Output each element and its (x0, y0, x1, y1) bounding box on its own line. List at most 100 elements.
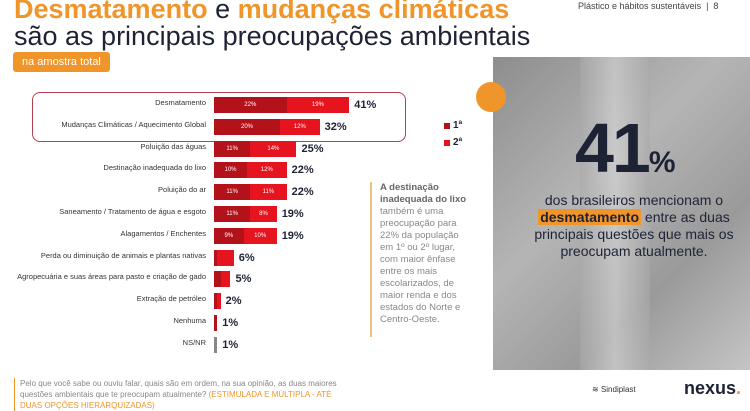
chart-row: Saneamento / Tratamento de água e esgoto… (0, 206, 470, 222)
note-text: também é uma preocupação para 22% da pop… (380, 206, 461, 325)
bar-total-label: 2% (225, 295, 242, 308)
title-keyword-2: mudanças climáticas (237, 0, 510, 24)
bar-segment-first: 9% (214, 227, 244, 244)
bar-segment-second: 10% (243, 227, 277, 244)
stacked-bar: 6% (214, 249, 255, 266)
bar-total-label: 22% (291, 186, 314, 199)
orange-circle-decoration (476, 82, 506, 112)
chart-row: Perda ou diminuição de animais e plantas… (0, 249, 470, 266)
row-label: Agropecuária e suas áreas para pasto e c… (17, 272, 206, 282)
bar-total-label: 5% (235, 273, 252, 286)
stacked-bar: 5% (214, 271, 252, 288)
bar-segment-first: 11% (214, 206, 251, 222)
stacked-bar: 11% 8% 19% (214, 206, 304, 222)
chart-row: Nenhuma 1% (0, 315, 470, 331)
highlight-stat: 41% (575, 108, 676, 188)
stat-unit: % (648, 146, 676, 179)
row-label: Saneamento / Tratamento de água e esgoto (59, 207, 206, 216)
title-keyword-1: Desmatamento (14, 0, 208, 24)
highlight-text-2: entre as duas principais questões que ma… (534, 209, 734, 259)
stacked-bar: 1% (214, 315, 238, 331)
bar-segment-second: 8% (250, 206, 277, 222)
bar-segment-first: 22% (214, 97, 287, 113)
legend-swatch-first (444, 122, 450, 129)
stacked-bar: 11% 11% 22% (214, 184, 314, 201)
row-label: Extração de petróleo (136, 294, 206, 304)
row-label: Alagamentos / Enchentes (120, 228, 206, 238)
bar-segment-second: 14% (250, 140, 297, 157)
highlight-text-1: dos brasileiros mencionam o (544, 192, 724, 208)
row-label: Desmatamento (155, 98, 206, 107)
chart-row: Extração de petróleo 2% (0, 293, 470, 310)
row-label: Poluição das águas (140, 141, 206, 151)
question-text: Pelo que você sabe ou ouviu falar, quais… (20, 379, 337, 399)
bar-segment-second: 12% (247, 162, 287, 179)
nexus-logo: nexus. (684, 378, 742, 398)
sindiplast-logo: ≋ Sindiplast (592, 385, 636, 394)
row-label: Nenhuma (173, 316, 206, 325)
bar-total-label: 19% (281, 229, 304, 242)
bar-total-label: 22% (291, 164, 314, 177)
question-footer: Pelo que você sabe ou ouviu falar, quais… (14, 378, 344, 411)
bar-total-label: 19% (281, 208, 304, 220)
bar-segment-first: 11% (214, 184, 251, 201)
bar-segment-second: 11% (250, 184, 287, 201)
chart-row: Poluição das águas 11% 14% 25% (0, 140, 470, 157)
bar-segment-second: 12% (280, 118, 320, 135)
legend-swatch-second (444, 139, 450, 146)
chart-row: Poluição do ar 11% 11% 22% (0, 184, 470, 201)
chart-row: Alagamentos / Enchentes 9% 10% 19% (0, 227, 470, 244)
bar-segment-first: 11% (214, 140, 251, 157)
title-line1: Desmatamento e mudanças climáticas (14, 0, 509, 25)
bar-total-label: 25% (301, 142, 324, 155)
stacked-bar: 11% 14% 25% (214, 140, 324, 157)
stacked-bar: 20% 12% 32% (214, 118, 347, 135)
chart-row: Destinação inadequada do lixo 10% 12% 22% (0, 162, 470, 179)
title-and: e (207, 0, 238, 24)
row-label: Destinação inadequada do lixo (103, 163, 206, 173)
row-label: Poluição do ar (158, 185, 206, 195)
chart-row: NS/NR 1% (0, 336, 470, 353)
bar-segment-first (214, 249, 218, 266)
highlight-text: dos brasileiros mencionam o desmatamento… (520, 192, 748, 260)
stacked-bar: 1% (214, 336, 239, 353)
bar-segment-first (214, 271, 221, 288)
highlight-keyword: desmatamento (538, 209, 642, 225)
sindiplast-logo-text: Sindiplast (600, 385, 636, 394)
nexus-logo-text: nexus (684, 378, 737, 398)
bar-total-label: 32% (324, 120, 347, 133)
section-label: Plástico e hábitos sustentáveis | 8 (578, 1, 719, 11)
bar-segment-first: 20% (214, 118, 280, 135)
legend-label-second: 2ª (453, 137, 463, 148)
bar-total-label: 1% (222, 338, 239, 351)
legend: 1ª 2ª (444, 120, 462, 154)
bar-segment-second (217, 249, 234, 266)
bar-segment-second (220, 271, 231, 288)
sample-badge: na amostra total (13, 52, 110, 72)
legend-second: 2ª (444, 137, 462, 148)
stacked-bar: 22% 19% 41% (214, 97, 376, 113)
bar-segment-second: 19% (286, 97, 350, 113)
bar-segment-first (214, 293, 218, 310)
chart-row: Desmatamento 22% 19% 41% (0, 97, 470, 113)
row-label: Mudanças Climáticas / Aquecimento Global (61, 119, 206, 129)
page-subtitle: são as principais preocupações ambientai… (14, 21, 531, 51)
stacked-bar: 2% (214, 293, 242, 310)
legend-first: 1ª (444, 120, 462, 131)
insight-note: A destinação inadequada do lixo também é… (370, 182, 470, 337)
bar-segment-second (217, 293, 221, 310)
bar-total-label: 1% (222, 317, 239, 329)
stacked-bar: 10% 12% 22% (214, 162, 314, 179)
legend-label-first: 1ª (453, 120, 463, 131)
note-bold: A destinação inadequada do lixo (380, 182, 467, 205)
chart-row: Mudanças Climáticas / Aquecimento Global… (0, 118, 470, 135)
stacked-bar: 9% 10% 19% (214, 227, 304, 244)
bar-total-label: 41% (354, 99, 377, 111)
bar-segment-first (214, 315, 218, 331)
row-label: Perda ou diminuição de animais e plantas… (40, 250, 206, 260)
bar-total-label: 6% (238, 251, 255, 264)
bar-segment-first (214, 336, 218, 353)
chart-row: Agropecuária e suas áreas para pasto e c… (0, 271, 470, 288)
row-label: NS/NR (182, 337, 206, 347)
bar-segment-first: 10% (214, 162, 247, 179)
